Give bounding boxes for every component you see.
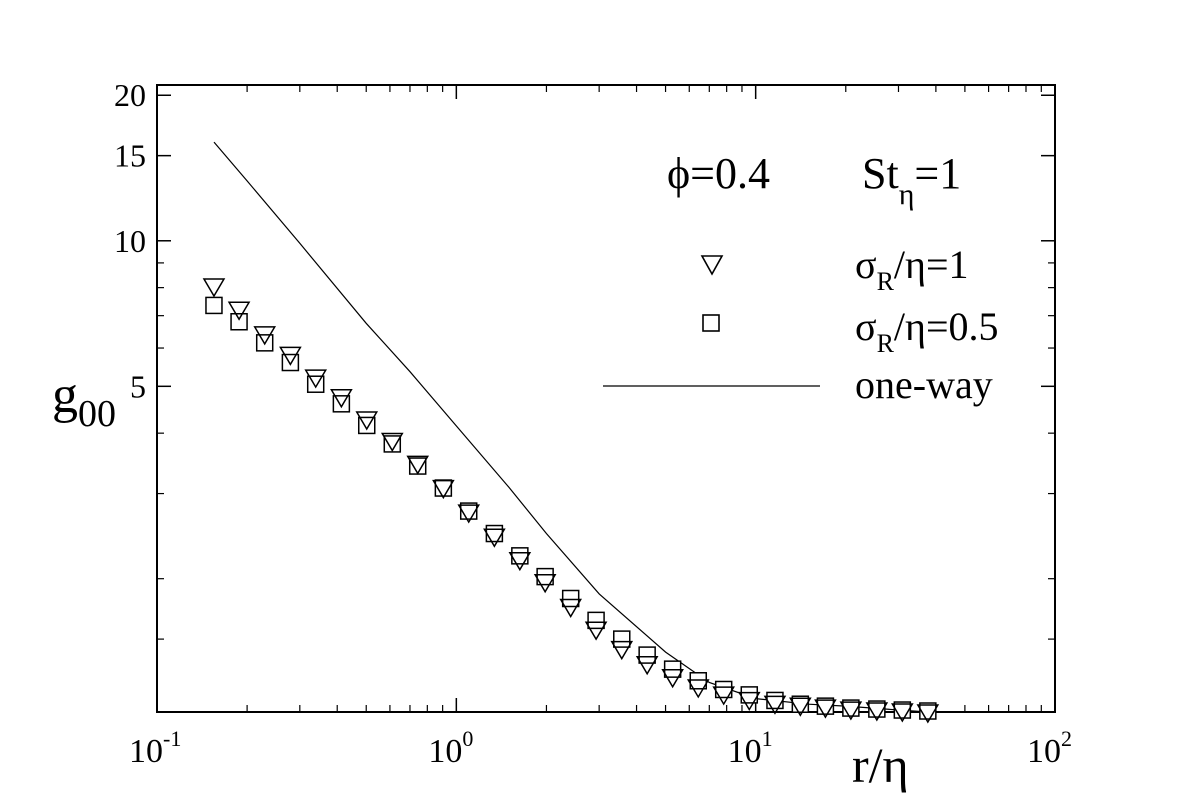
- square-point: [536, 567, 554, 586]
- legend: σR/η=1 σR/η=0.5 one-way: [603, 242, 999, 407]
- y-axis-label: g00: [52, 367, 116, 435]
- triangle-point: [661, 668, 684, 689]
- triangle-point: [253, 326, 277, 346]
- square-point: [230, 313, 248, 331]
- x-tick-label-base: 10: [728, 733, 762, 770]
- legend-sigma-05-sym: σ: [855, 304, 877, 349]
- y-tick-label: 20: [114, 77, 146, 113]
- x-tick-label-exp: 0: [462, 726, 473, 751]
- annotation-phi: ϕ=0.4: [667, 149, 770, 198]
- x-tick-label: 101: [728, 726, 773, 770]
- legend-sigma-1-sym: σ: [855, 242, 877, 287]
- triangle-point: [610, 640, 634, 661]
- x-tick-label-base: 10: [428, 733, 462, 770]
- x-tick-label-base: 10: [1027, 733, 1061, 770]
- legend-marker-square: [702, 314, 720, 332]
- phi-symbol: ϕ: [667, 149, 690, 198]
- stokes-value: =1: [914, 149, 961, 198]
- triangle-point: [483, 528, 506, 548]
- triangle-point: [304, 369, 328, 389]
- x-tick-label-exp: -1: [163, 726, 181, 751]
- triangle-point: [712, 686, 736, 706]
- triangle-point: [406, 455, 430, 475]
- square-point: [638, 646, 656, 664]
- triangle-point: [763, 695, 787, 715]
- square-point: [587, 611, 605, 630]
- triangle-point: [584, 621, 608, 641]
- x-tick-label-exp: 1: [762, 726, 773, 751]
- triangle-point: [916, 704, 940, 724]
- y-tick-label: 10: [114, 223, 146, 259]
- x-tick-label-base: 10: [129, 733, 163, 770]
- x-tick-label: 102: [1027, 726, 1072, 770]
- square-point: [408, 457, 427, 475]
- legend-marker-triangle: [700, 255, 724, 276]
- legend-label-one-way: one-way: [855, 362, 993, 407]
- x-tick-label: 10-1: [129, 726, 181, 770]
- legend-label-sigma-05: σR/η=0.5: [855, 304, 999, 358]
- triangle-point: [891, 703, 914, 723]
- triangle-point: [227, 301, 251, 321]
- square-point: [281, 353, 300, 372]
- triangle-point: [457, 504, 481, 524]
- triangle-point: [814, 699, 837, 719]
- square-point: [689, 672, 708, 690]
- triangle-point: [355, 411, 379, 431]
- stokes-base: St: [862, 149, 899, 198]
- stokes-sub: η: [899, 178, 915, 211]
- triangle-point: [559, 598, 582, 619]
- plot-frame: [156, 84, 1056, 713]
- square-point: [485, 524, 504, 543]
- triangle-point: [432, 479, 455, 500]
- y-tick-label: 15: [114, 138, 146, 174]
- legend-sigma-1-sub: R: [877, 267, 895, 296]
- triangle-point: [865, 702, 889, 722]
- annotation-stokes: Stη=1: [862, 149, 961, 211]
- triangle-point: [686, 679, 710, 699]
- triangle-point: [202, 278, 226, 298]
- triangle-point: [508, 551, 532, 572]
- triangle-point: [380, 432, 404, 453]
- y-axis-label-sub: 00: [78, 393, 116, 435]
- triangle-point: [330, 389, 353, 409]
- legend-label-sigma-1: σR/η=1: [855, 242, 969, 296]
- x-tick-label: 100: [428, 726, 473, 770]
- triangle-point: [737, 691, 761, 712]
- square-point: [613, 630, 631, 648]
- legend-sigma-05-rest: /η=0.5: [894, 304, 999, 349]
- triangle-point: [789, 697, 812, 717]
- y-axis-label-base: g: [52, 367, 78, 424]
- legend-sigma-1-rest: /η=1: [894, 242, 969, 287]
- data-layer: [202, 141, 940, 724]
- triangle-point: [279, 346, 302, 366]
- x-tick-label-exp: 2: [1061, 726, 1072, 751]
- legend-sigma-05-sub: R: [877, 329, 895, 358]
- y-tick-label: 5: [130, 368, 146, 404]
- one-way-line: [213, 141, 928, 713]
- square-point: [205, 296, 223, 315]
- triangle-point: [533, 574, 557, 594]
- square-point: [766, 691, 784, 710]
- triangle-point: [839, 701, 863, 721]
- square-point: [561, 589, 580, 608]
- phi-value: =0.4: [690, 149, 770, 198]
- triangle-point: [635, 656, 659, 676]
- x-axis-label: r/η: [852, 737, 909, 793]
